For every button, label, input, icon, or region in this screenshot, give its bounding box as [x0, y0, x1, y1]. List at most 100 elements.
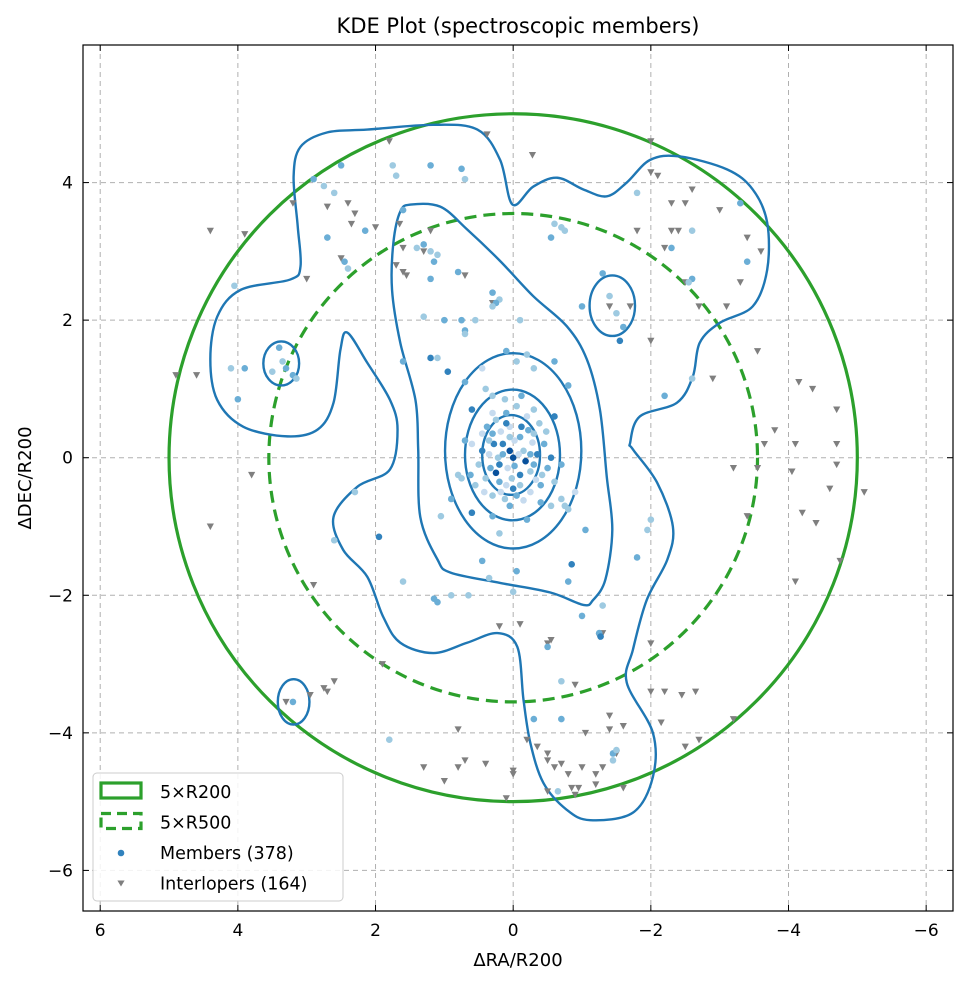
member-point — [490, 440, 498, 448]
interloper-point — [371, 224, 380, 231]
member-point — [527, 488, 534, 496]
member-point — [485, 450, 493, 458]
interloper-point — [482, 760, 490, 768]
interloper-point — [633, 227, 641, 235]
member-point — [420, 313, 428, 320]
member-point — [537, 499, 545, 506]
interloper-point — [743, 513, 751, 520]
member-point — [544, 643, 551, 651]
member-point — [599, 602, 606, 609]
member-point — [530, 364, 538, 372]
interloper-point — [483, 131, 491, 139]
member-point — [568, 561, 575, 568]
member-point — [547, 454, 555, 462]
member-point — [551, 358, 558, 365]
member-point — [668, 244, 675, 252]
member-point — [551, 220, 558, 228]
member-point — [489, 512, 496, 520]
interloper-point — [619, 722, 627, 730]
member-point — [492, 416, 500, 424]
interloper-point — [681, 200, 689, 207]
interloper-point — [626, 303, 634, 310]
member-point — [472, 481, 479, 489]
member-point — [516, 471, 524, 479]
member-point — [496, 478, 503, 486]
member-point — [399, 578, 407, 585]
member-point — [504, 464, 511, 472]
member-point — [501, 395, 509, 403]
member-point — [461, 378, 469, 386]
member-point — [542, 428, 550, 435]
interloper-point — [399, 268, 407, 276]
member-point — [509, 485, 517, 492]
member-point — [458, 475, 465, 482]
member-point — [427, 354, 434, 362]
member-point — [558, 677, 565, 685]
interloper-point — [378, 661, 387, 668]
member-point — [564, 578, 572, 585]
member-point — [530, 430, 538, 437]
kde-contour — [276, 677, 311, 726]
member-point — [506, 447, 514, 455]
member-point — [564, 382, 572, 389]
x-tick-label: 0 — [508, 921, 519, 941]
member-point — [558, 715, 565, 723]
member-point — [561, 227, 569, 235]
member-point — [511, 462, 518, 470]
member-point — [688, 227, 696, 235]
member-point — [468, 406, 476, 413]
interloper-point — [657, 719, 665, 727]
member-point — [275, 344, 283, 351]
member-point — [511, 437, 518, 444]
y-axis-label: ΔDEC/R200 — [15, 426, 36, 529]
member-point — [516, 433, 524, 441]
interloper-point — [605, 712, 614, 720]
x-tick-label: −6 — [914, 921, 939, 941]
interloper-point — [547, 636, 555, 644]
interloper-point — [661, 244, 669, 252]
y-tick-label: −4 — [48, 724, 73, 744]
interloper-point — [661, 688, 669, 696]
interloper-point — [709, 375, 717, 383]
member-point — [513, 567, 520, 575]
interloper-point — [695, 736, 703, 744]
legend-label: 5×R200 — [160, 783, 231, 803]
legend-marker-member — [117, 849, 125, 857]
interloper-point — [678, 692, 686, 699]
member-point — [571, 488, 579, 496]
interloper-point — [495, 623, 504, 630]
interloper-point — [753, 348, 762, 355]
member-point — [420, 241, 428, 248]
member-point — [558, 495, 565, 503]
y-tick-label: −6 — [48, 861, 73, 881]
member-point — [496, 530, 503, 537]
interloper-point — [568, 784, 576, 792]
interloper-point — [323, 203, 331, 211]
member-point — [544, 464, 551, 472]
member-point — [518, 423, 525, 431]
interloper-point — [172, 372, 180, 379]
member-point — [497, 428, 505, 435]
interloper-point — [323, 688, 331, 696]
interloper-point — [392, 262, 400, 269]
member-point — [461, 175, 469, 183]
member-point — [578, 303, 586, 310]
member-point — [489, 409, 496, 417]
interloper-point — [605, 726, 614, 734]
axis-ticks: 6 4 2 0 −2 −4 −6 4 2 0 −2 −4 −6 — [48, 45, 953, 941]
member-point — [613, 309, 620, 317]
member-point — [633, 189, 641, 197]
member-point — [480, 488, 488, 496]
interloper-point — [736, 279, 744, 286]
member-point — [234, 395, 242, 403]
member-point — [467, 471, 474, 479]
legend-swatch-solid — [99, 781, 143, 800]
interloper-point — [860, 489, 868, 496]
member-point — [613, 746, 620, 754]
interloper-point — [581, 729, 590, 737]
member-point — [538, 471, 546, 479]
interloper-point — [303, 275, 311, 283]
interloper-point — [674, 227, 682, 235]
legend-swatch-dashed — [99, 811, 143, 831]
circle-5xr200 — [167, 112, 859, 804]
